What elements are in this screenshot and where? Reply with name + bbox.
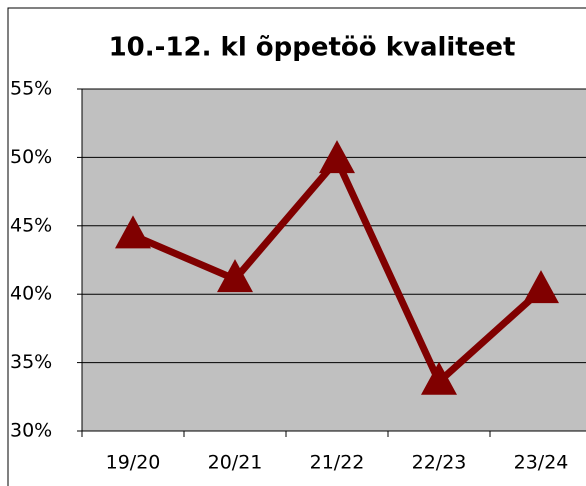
x-tick-label: 19/20	[106, 452, 161, 474]
marker	[523, 270, 559, 304]
marker	[319, 140, 355, 174]
x-tick-label: 23/24	[514, 452, 569, 474]
y-tick-label: 50%	[10, 146, 52, 168]
x-tick-label: 22/23	[412, 452, 467, 474]
x-tick-label: 21/22	[310, 452, 365, 474]
marker	[115, 215, 151, 249]
chart-title: 10.-12. kl õppetöö kvaliteet	[109, 33, 516, 63]
marker	[421, 361, 457, 395]
y-tick-label: 30%	[10, 420, 52, 442]
y-tick-label: 45%	[10, 214, 52, 236]
marker	[217, 259, 253, 293]
y-tick-label: 55%	[10, 78, 52, 100]
x-tick-label: 20/21	[208, 452, 263, 474]
plot-area	[81, 88, 586, 432]
y-tick-label: 40%	[10, 283, 52, 305]
y-tick-label: 35%	[10, 351, 52, 373]
